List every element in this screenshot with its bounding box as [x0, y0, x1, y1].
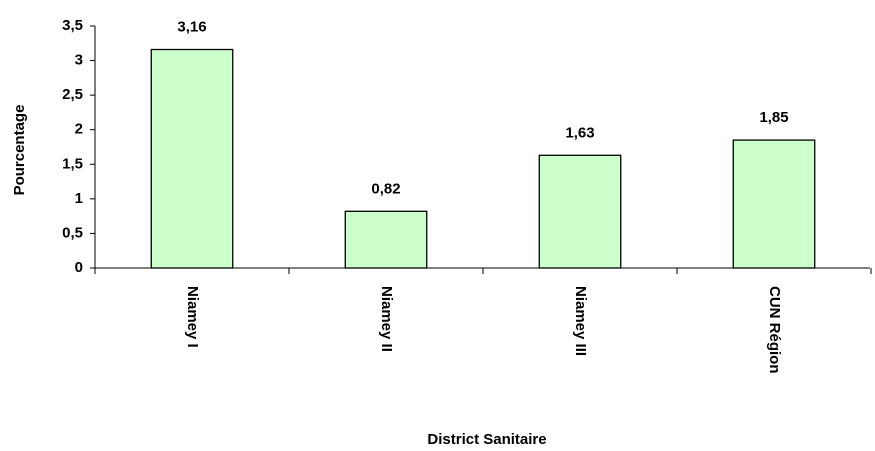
- y-tick-label: 3: [75, 52, 83, 69]
- bar: [732, 139, 816, 269]
- data-label: 0,82: [371, 180, 400, 197]
- x-axis-title: District Sanitaire: [427, 431, 546, 448]
- x-tick-label: Niamey II: [378, 286, 395, 352]
- bar: [344, 210, 428, 269]
- data-label: 3,16: [177, 18, 206, 35]
- y-tick-label: 1,5: [62, 155, 83, 172]
- y-tick-label: 0: [75, 259, 83, 276]
- data-label: 1,85: [759, 109, 788, 126]
- bar: [538, 154, 622, 269]
- y-axis-title: Pourcentage: [11, 105, 28, 196]
- x-tick-label: Niamey I: [184, 286, 201, 348]
- x-tick-label: CUN Région: [766, 286, 783, 374]
- y-tick-label: 2,5: [62, 86, 83, 103]
- y-tick-label: 0,5: [62, 224, 83, 241]
- y-tick-label: 2: [75, 121, 83, 138]
- y-tick-label: 1: [75, 190, 83, 207]
- data-label: 1,63: [565, 124, 594, 141]
- y-tick-label: 3,5: [62, 17, 83, 34]
- x-tick-label: Niamey III: [572, 286, 589, 356]
- bar: [150, 48, 234, 269]
